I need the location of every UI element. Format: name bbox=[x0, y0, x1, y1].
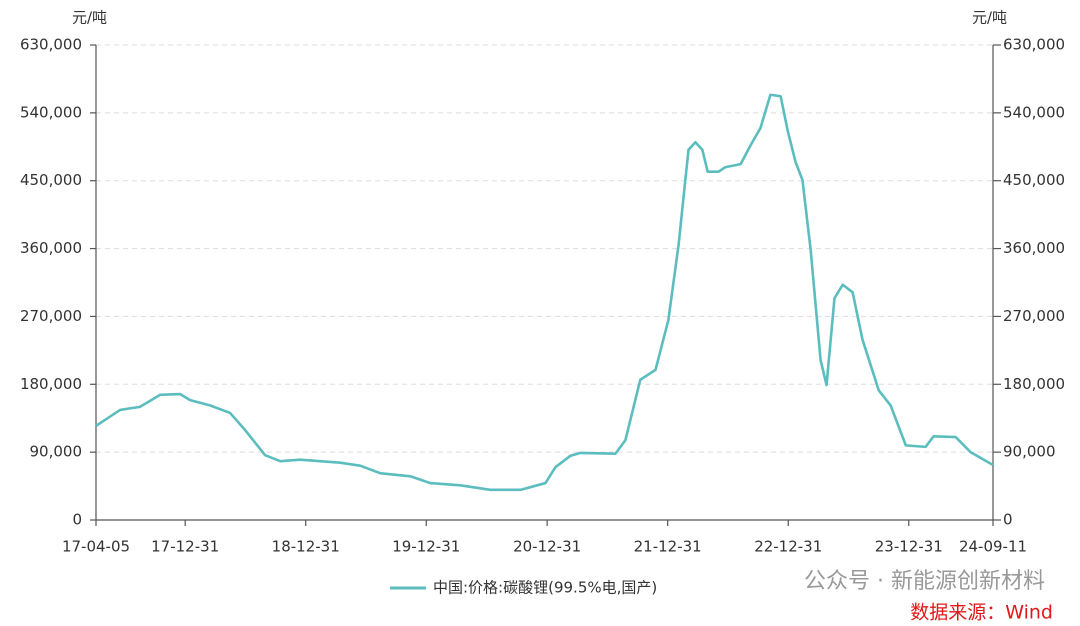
y2-tick-label: 540,000 bbox=[1003, 103, 1065, 121]
y-tick-label: 0 bbox=[72, 511, 82, 529]
x-tick-label: 17-04-05 bbox=[62, 538, 130, 556]
y-unit-right: 元/吨 bbox=[972, 9, 1007, 27]
legend-label: 中国:价格:碳酸锂(99.5%电,国产) bbox=[433, 579, 657, 597]
y2-tick-label: 270,000 bbox=[1003, 307, 1065, 325]
source: 数据来源：Wind bbox=[910, 602, 1053, 624]
y2-tick-label: 450,000 bbox=[1003, 171, 1065, 189]
x-tick-label: 18-12-31 bbox=[272, 538, 340, 556]
x-tick-label: 17-12-31 bbox=[151, 538, 219, 556]
y-tick-label: 270,000 bbox=[20, 307, 82, 325]
watermark: 公众号 · 新能源创新材料 bbox=[804, 569, 1045, 594]
x-tick-label: 21-12-31 bbox=[634, 538, 702, 556]
x-tick-label: 19-12-31 bbox=[392, 538, 460, 556]
y2-tick-label: 360,000 bbox=[1003, 239, 1065, 257]
y-tick-label: 450,000 bbox=[20, 171, 82, 189]
x-tick-label: 22-12-31 bbox=[754, 538, 822, 556]
x-tick-label: 24-09-11 bbox=[959, 538, 1027, 556]
y2-tick-label: 180,000 bbox=[1003, 375, 1065, 393]
y2-tick-label: 90,000 bbox=[1003, 443, 1056, 461]
y-unit-left: 元/吨 bbox=[72, 9, 107, 27]
y-tick-label: 630,000 bbox=[20, 36, 82, 54]
x-tick-label: 23-12-31 bbox=[875, 538, 943, 556]
series-line bbox=[95, 93, 994, 492]
y-tick-label: 540,000 bbox=[20, 103, 82, 121]
y-tick-label: 180,000 bbox=[20, 375, 82, 393]
y2-tick-label: 0 bbox=[1003, 511, 1013, 529]
x-tick-label: 20-12-31 bbox=[513, 538, 581, 556]
y-tick-label: 360,000 bbox=[20, 239, 82, 257]
y2-tick-label: 630,000 bbox=[1003, 36, 1065, 54]
y-tick-label: 90,000 bbox=[30, 443, 83, 461]
